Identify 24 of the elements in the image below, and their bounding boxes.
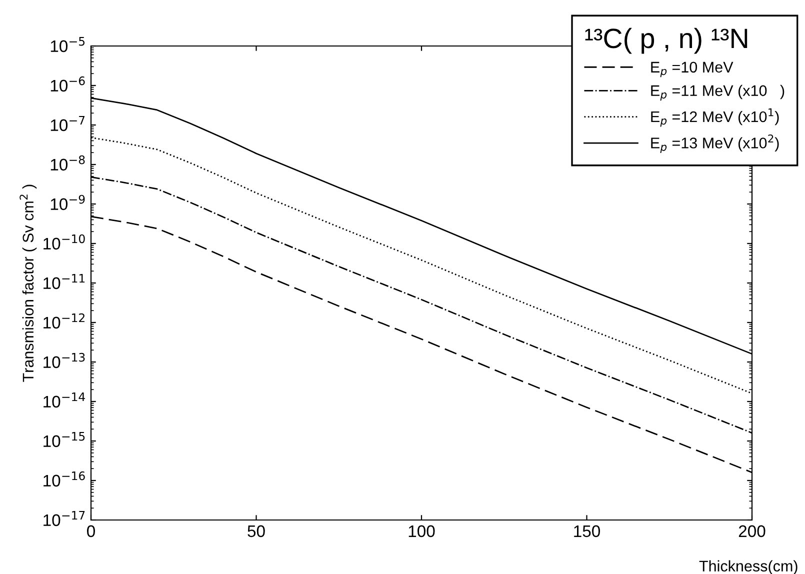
- legend-label: E$_{p}$ =12 MeV (x10$^{1}$): [651, 108, 779, 127]
- x-tick-label: 150: [574, 525, 600, 538]
- y-tick-label: 10$^{−5}$: [50, 37, 85, 52]
- y-tick-label: 10$^{−14}$: [44, 392, 85, 408]
- y-tick-label: 10$^{−13}$: [44, 352, 85, 368]
- x-tick-label: 100: [408, 525, 435, 538]
- x-tick-label: 0: [87, 525, 95, 538]
- x-tick-label: 200: [738, 525, 766, 538]
- y-tick-label: 10$^{−11}$: [44, 274, 85, 290]
- y-tick-label: 10$^{−15}$: [44, 432, 85, 448]
- y-tick-label: 10$^{−10}$: [44, 234, 85, 250]
- legend-label: E$_{p}$ =11 MeV (x10 ): [651, 84, 784, 101]
- legend-label: E$_{p}$ =13 MeV (x10$^{2}$): [651, 134, 779, 154]
- y-axis-title: Transmision factor ( Sv cm$^{2}$ ): [20, 184, 37, 382]
- legend-label: E$_{p}$ =10 MeV: [651, 62, 734, 78]
- legend-title: ¹³C( p , n) ¹³N: [585, 28, 748, 54]
- y-tick-label: 10$^{−16}$: [44, 471, 85, 487]
- y-tick-label: 10$^{−7}$: [50, 116, 85, 132]
- y-tick-label: 10$^{−17}$: [44, 511, 85, 526]
- y-tick-label: 10$^{−8}$: [50, 155, 85, 171]
- y-tick-label: 10$^{−12}$: [44, 313, 84, 329]
- y-tick-label: 10$^{−6}$: [50, 76, 85, 92]
- x-tick-label: 50: [248, 525, 265, 538]
- y-tick-label: 10$^{−9}$: [50, 194, 85, 210]
